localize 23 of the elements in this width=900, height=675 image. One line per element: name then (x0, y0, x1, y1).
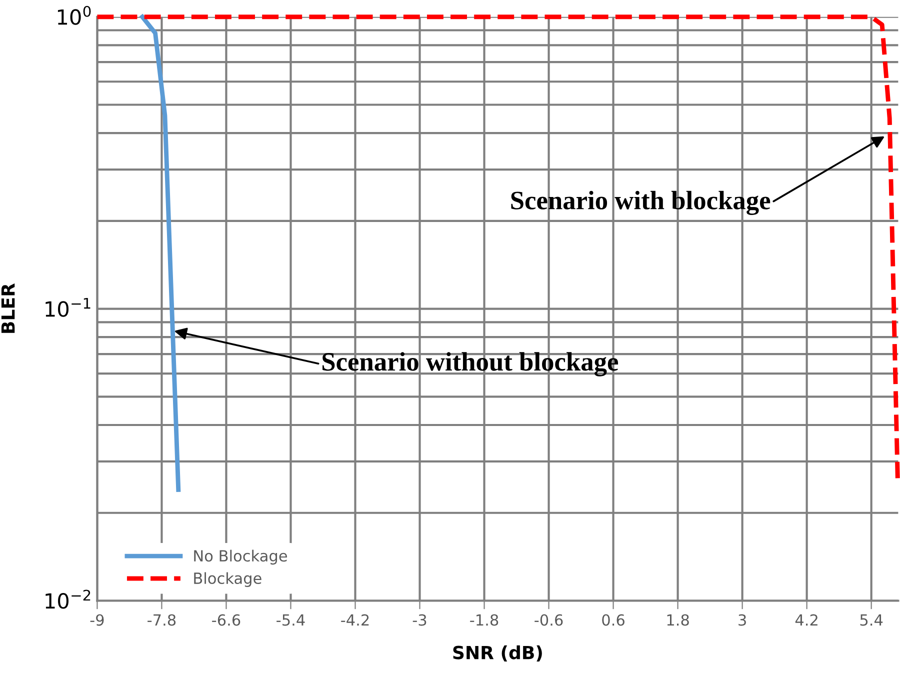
y-axis-title: BLER (1, 283, 15, 333)
x-tick-label: -9 (90, 614, 104, 626)
y-tick-label: 10$^{−1}$ (46, 298, 90, 317)
x-tick-label: 3 (738, 614, 746, 626)
y-tick-label: 10$^{−2}$ (46, 590, 90, 609)
x-tick-label: -6.6 (212, 614, 240, 626)
legend-label: No Blockage (194, 550, 287, 565)
line-series (140, 14, 181, 492)
x-tick-label: -1.8 (470, 614, 498, 626)
x-tick-label: 1.8 (667, 614, 689, 626)
x-tick-label: -0.6 (534, 614, 563, 626)
x-tick-label: -7.8 (148, 614, 176, 626)
x-tick-label: -3 (412, 614, 426, 626)
legend-label: Blockage (194, 572, 262, 587)
x-axis-title: SNR (dB) (453, 645, 542, 662)
annotation: Scenario with blockage (511, 190, 770, 215)
x-tick-label: 0.6 (602, 614, 624, 626)
x-tick-label: -4.2 (341, 614, 369, 626)
x-tick-label: 5.4 (860, 614, 883, 626)
y-tick-label: 10$^{0}$ (58, 6, 91, 25)
x-tick-label: 4.2 (795, 614, 818, 626)
x-tick-label: -5.4 (276, 614, 305, 626)
annotation: Scenario without blockage (322, 352, 618, 376)
